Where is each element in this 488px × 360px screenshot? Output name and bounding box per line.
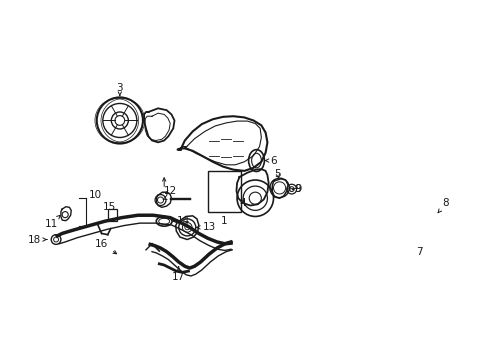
Text: 3: 3 (116, 83, 123, 95)
Text: 12: 12 (163, 186, 177, 196)
Text: 1: 1 (221, 216, 227, 226)
Text: 7: 7 (415, 247, 422, 257)
Bar (207, 171, 241, 212)
Bar (107, 209, 117, 221)
Text: 8: 8 (437, 198, 448, 213)
Text: 2: 2 (161, 178, 167, 202)
Text: 18: 18 (28, 234, 47, 244)
Text: 14: 14 (173, 216, 190, 226)
Text: 17: 17 (172, 267, 185, 282)
Text: 16: 16 (95, 239, 116, 254)
Text: 4: 4 (239, 198, 246, 208)
Text: 6: 6 (264, 156, 276, 166)
Text: 5: 5 (274, 169, 281, 179)
Text: 11: 11 (44, 215, 60, 229)
Text: 9: 9 (293, 184, 300, 194)
Text: 10: 10 (89, 190, 102, 200)
Text: 13: 13 (196, 222, 215, 232)
Text: ←9: ←9 (286, 184, 302, 194)
Text: 15: 15 (102, 202, 116, 212)
